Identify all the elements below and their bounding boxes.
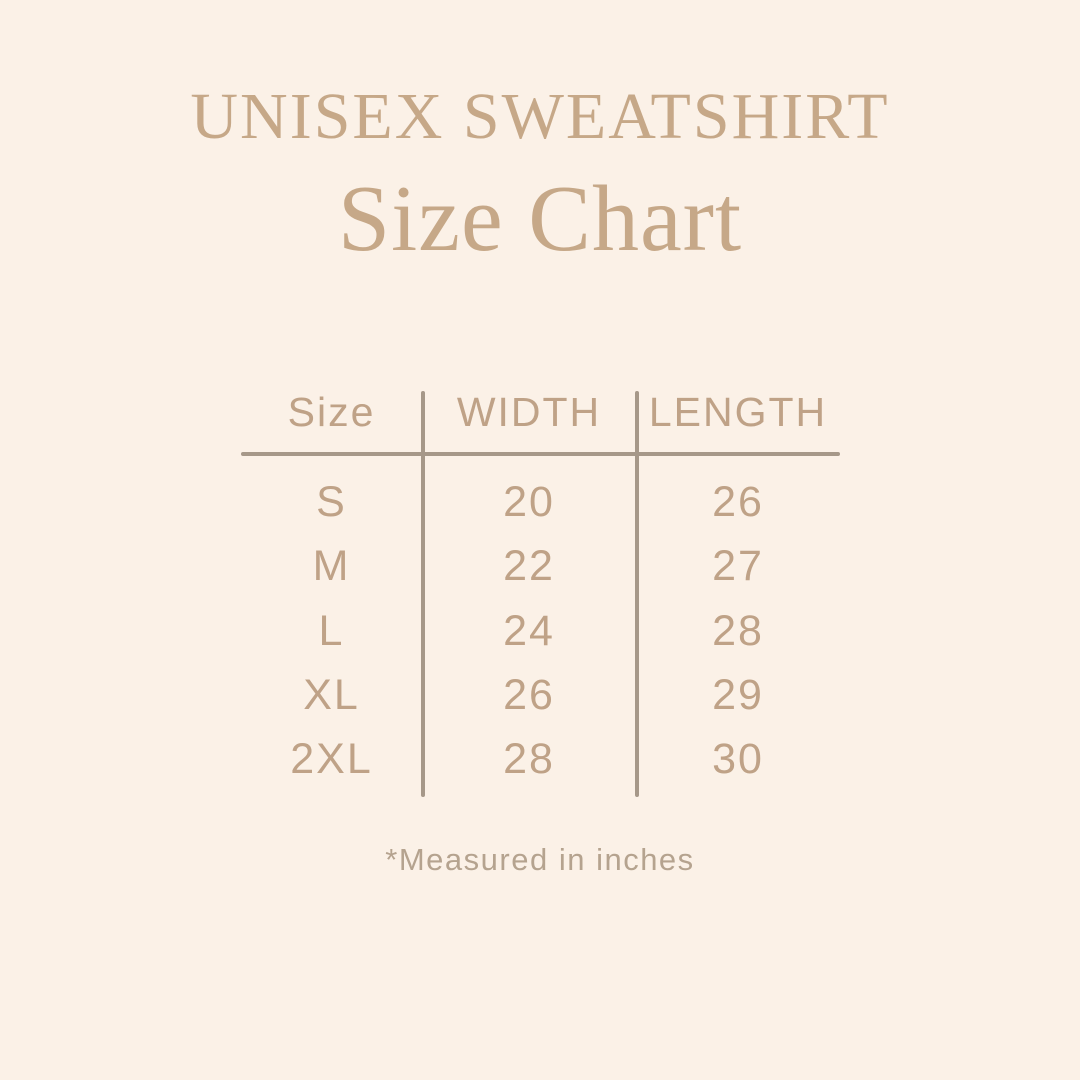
table-row-s: S 20 26 <box>241 470 840 534</box>
length-value: 27 <box>712 541 764 590</box>
table-row-2xl: 2XL 28 30 <box>241 727 840 791</box>
size-label: M <box>312 541 351 590</box>
header-rule <box>241 452 840 456</box>
length-value: 30 <box>712 734 764 783</box>
column-header-length: LENGTH <box>648 388 828 435</box>
length-value: 26 <box>712 477 764 526</box>
measurement-note: *Measured in inches <box>385 842 695 877</box>
size-label: L <box>318 606 345 655</box>
length-value: 28 <box>712 606 764 655</box>
size-label: S <box>316 477 347 526</box>
width-value: 28 <box>503 734 555 783</box>
size-label: XL <box>303 670 360 719</box>
size-label: 2XL <box>290 734 373 783</box>
column-header-size: Size <box>287 388 376 435</box>
page-title: Size Chart <box>337 167 743 271</box>
width-value: 26 <box>503 670 555 719</box>
width-value: 24 <box>503 606 555 655</box>
table-header-row: Size WIDTH LENGTH <box>241 380 840 444</box>
table-row-m: M 22 27 <box>241 534 840 598</box>
size-table: Size WIDTH LENGTH S 20 26 M 22 27 L 24 2… <box>241 378 840 808</box>
column-divider-1 <box>421 391 425 797</box>
table-row-xl: XL 26 29 <box>241 663 840 727</box>
length-value: 29 <box>712 670 764 719</box>
brand-heading: UNISEX SWEATSHIRT <box>190 80 890 153</box>
column-header-width: WIDTH <box>456 388 602 435</box>
width-value: 20 <box>503 477 555 526</box>
column-divider-2 <box>635 391 639 797</box>
table-row-l: L 24 28 <box>241 599 840 663</box>
width-value: 22 <box>503 541 555 590</box>
